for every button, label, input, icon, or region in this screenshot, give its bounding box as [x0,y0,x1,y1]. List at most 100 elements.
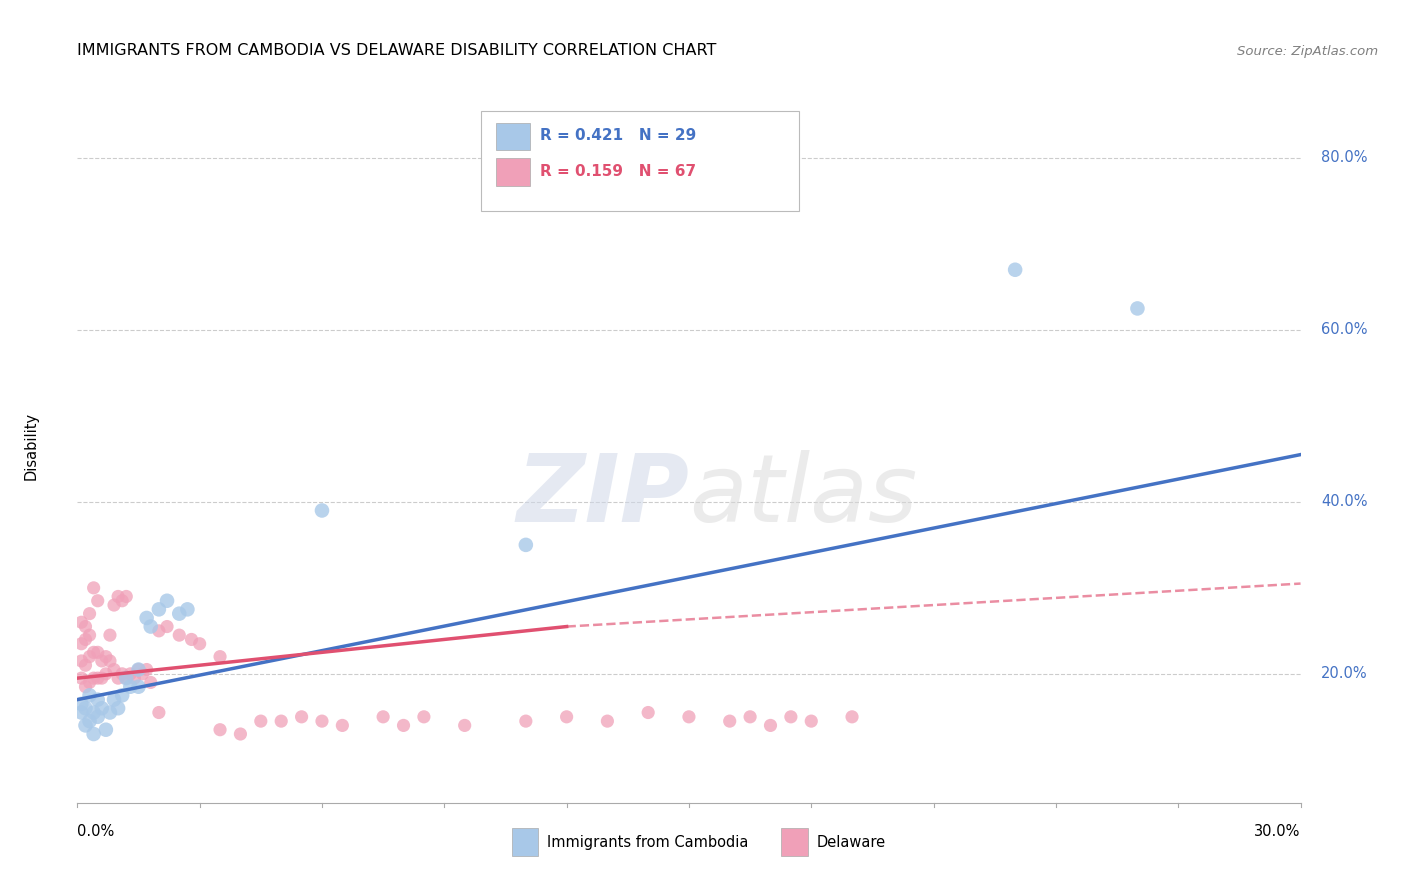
Point [120,680,142,694]
Text: 0.0%: 0.0% [77,824,114,839]
Point [87,710,110,724]
Text: R = 0.159   N = 67: R = 0.159 N = 67 [540,164,696,178]
Point [596,714,619,728]
Point [98,654,121,668]
Point [115,671,138,685]
Point [83,727,105,741]
Point [290,710,312,724]
Text: R = 0.421   N = 29: R = 0.421 N = 29 [540,128,696,143]
Point [270,714,292,728]
Point [139,619,162,633]
Point [79,689,101,703]
Point [371,710,394,724]
Point [83,645,105,659]
Point [740,710,762,724]
Point [311,714,333,728]
Text: Disability: Disability [24,412,38,480]
Point [1004,262,1026,277]
Point [75,701,97,715]
Text: Source: ZipAtlas.com: Source: ZipAtlas.com [1237,45,1378,58]
Point [98,706,121,720]
Point [90,654,112,668]
Point [678,710,700,724]
Point [392,718,415,732]
Point [79,714,101,728]
Point [800,714,823,728]
Point [169,628,191,642]
Point [208,649,231,664]
Point [120,666,142,681]
Point [70,697,93,711]
Point [79,607,101,621]
Point [229,727,252,741]
Point [779,710,801,724]
Point [148,624,170,638]
Text: ZIP: ZIP [516,450,689,542]
Point [131,666,153,681]
Point [79,675,101,690]
Point [453,718,475,732]
Point [148,706,170,720]
Point [250,714,273,728]
Point [75,619,97,633]
Point [135,611,157,625]
Point [87,593,110,607]
Point [156,619,179,633]
Point [332,718,354,732]
Point [75,658,97,673]
Point [75,680,97,694]
Point [555,710,578,724]
Point [148,602,170,616]
Point [90,671,112,685]
Text: 40.0%: 40.0% [1322,494,1368,509]
Point [515,714,537,728]
Text: Delaware: Delaware [815,835,886,849]
Point [111,689,134,703]
Point [759,718,782,732]
Text: Immigrants from Cambodia: Immigrants from Cambodia [547,835,748,849]
Point [83,581,105,595]
Point [94,649,117,664]
Point [413,710,436,724]
Point [841,710,863,724]
Point [115,671,138,685]
Bar [780,828,807,856]
Point [70,615,93,630]
Point [79,628,101,642]
Point [180,632,202,647]
Bar [496,159,530,186]
Point [70,654,93,668]
Point [83,671,105,685]
Point [70,706,93,720]
Point [103,692,125,706]
Point [87,645,110,659]
Point [107,701,129,715]
Text: IMMIGRANTS FROM CAMBODIA VS DELAWARE DISABILITY CORRELATION CHART: IMMIGRANTS FROM CAMBODIA VS DELAWARE DIS… [77,43,717,58]
Point [87,692,110,706]
Point [103,663,125,677]
Point [111,593,134,607]
Point [75,632,97,647]
Point [188,637,211,651]
Point [94,723,117,737]
Bar [512,828,538,856]
FancyBboxPatch shape [481,111,799,211]
Text: 80.0%: 80.0% [1322,151,1368,166]
Point [156,593,179,607]
Text: atlas: atlas [689,450,917,541]
Point [208,723,231,737]
Text: 60.0%: 60.0% [1322,322,1368,337]
Bar [496,123,530,150]
Point [107,671,129,685]
Point [111,666,134,681]
Point [90,701,112,715]
Point [176,602,198,616]
Point [87,671,110,685]
Point [98,628,121,642]
Point [83,706,105,720]
Point [107,590,129,604]
Point [103,598,125,612]
Point [718,714,741,728]
Point [115,590,138,604]
Point [515,538,537,552]
